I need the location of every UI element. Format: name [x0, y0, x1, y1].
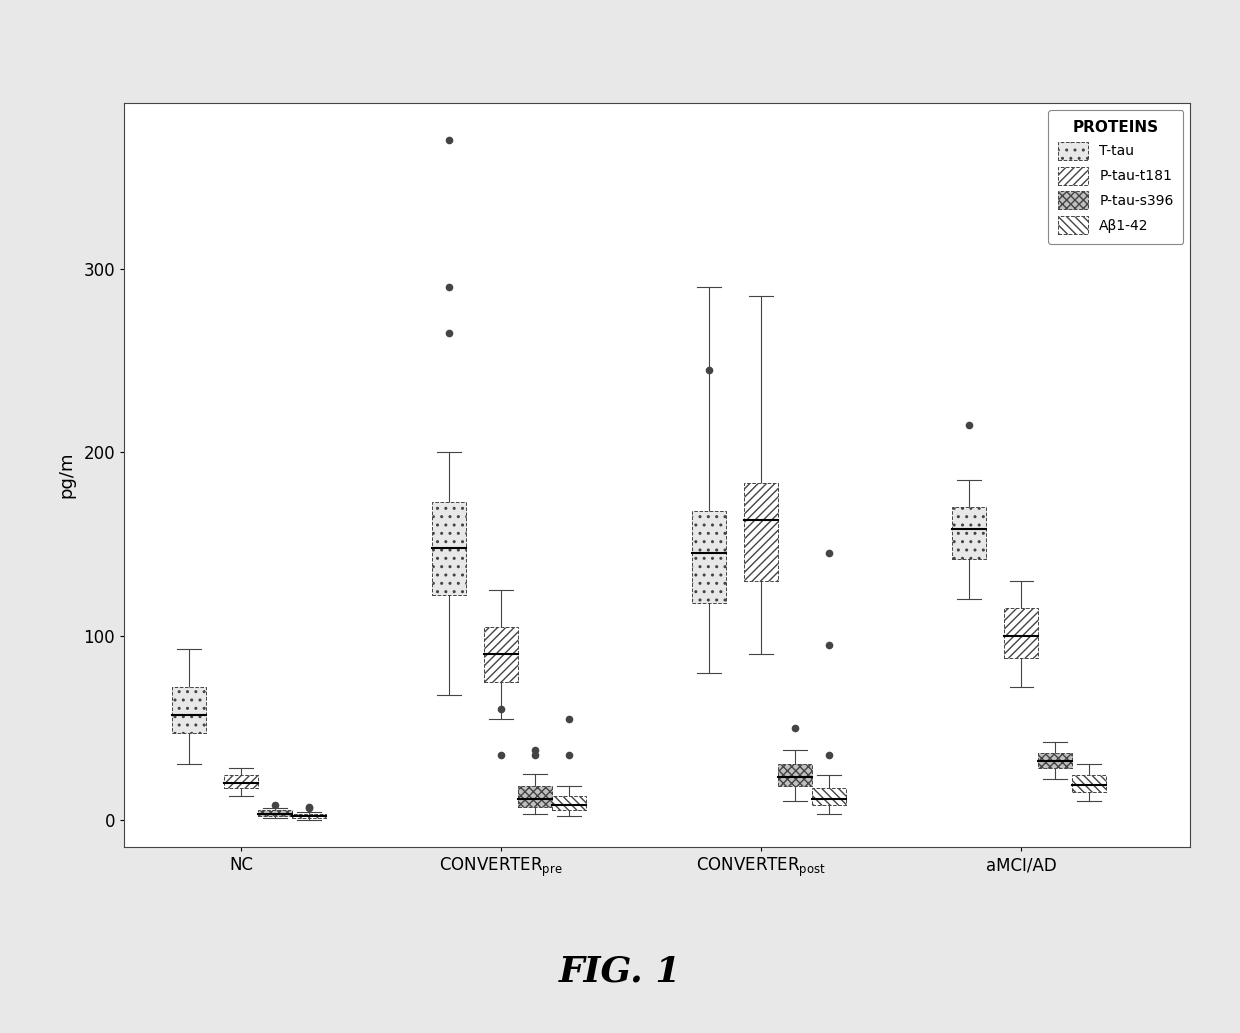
Bar	[433, 502, 466, 595]
Bar	[291, 814, 326, 818]
Bar	[172, 687, 206, 733]
Bar	[552, 795, 585, 810]
Legend: T-tau, P-tau-t181, P-tau-s396, Aβ1-42: T-tau, P-tau-t181, P-tau-s396, Aβ1-42	[1048, 111, 1183, 244]
Bar	[1073, 776, 1106, 792]
Bar	[692, 511, 727, 603]
Bar	[1004, 608, 1038, 658]
Bar	[485, 627, 518, 682]
Bar	[224, 776, 258, 788]
Y-axis label: pg/m: pg/m	[57, 451, 74, 499]
Bar	[779, 764, 812, 786]
Bar	[1038, 753, 1073, 769]
Bar	[952, 507, 986, 559]
Bar	[518, 786, 552, 807]
Bar	[744, 483, 779, 581]
Bar	[258, 810, 291, 816]
Text: FIG. 1: FIG. 1	[559, 954, 681, 988]
Bar	[812, 788, 846, 805]
